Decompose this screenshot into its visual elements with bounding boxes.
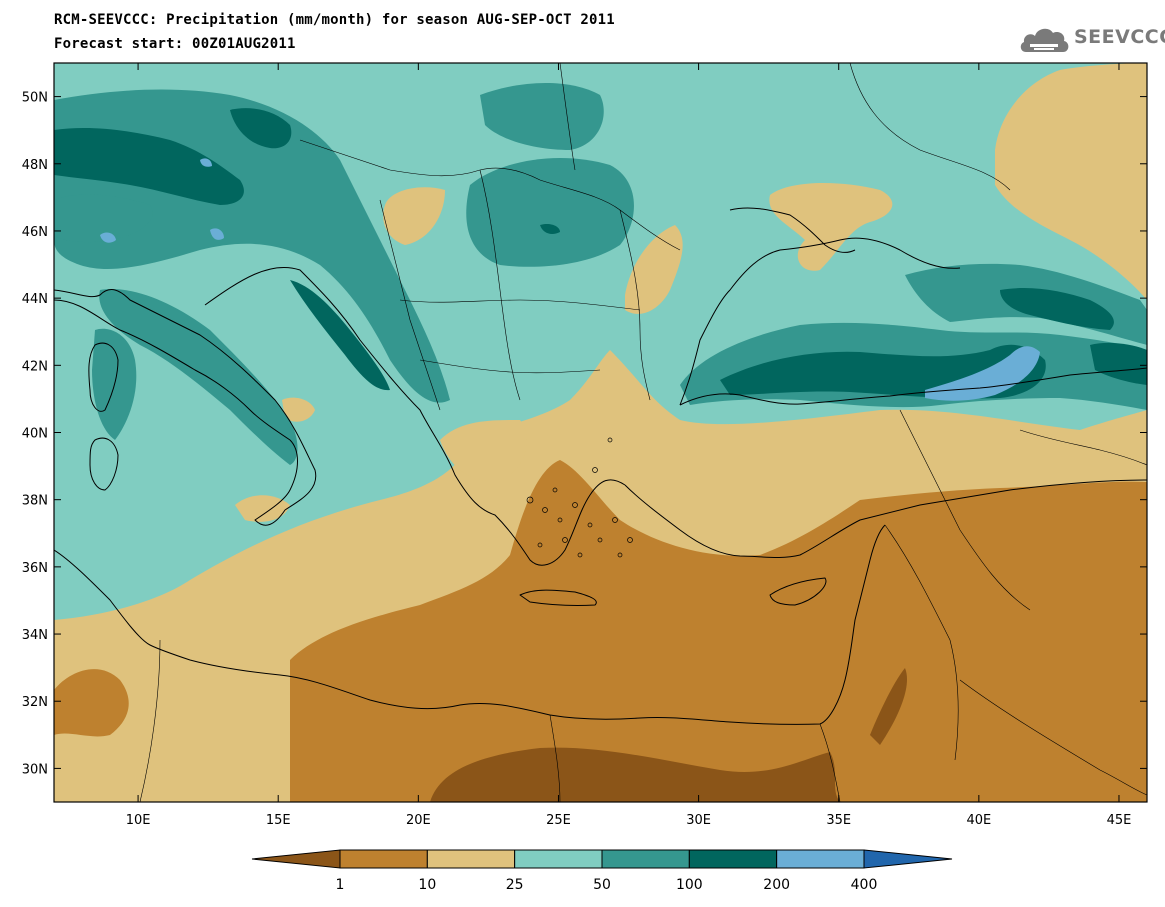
- band-50-100-carpathian: [466, 157, 634, 267]
- colorbar-label: 25: [506, 877, 524, 893]
- map-title: RCM-SEEVCCC: Precipitation (mm/month) fo…: [54, 12, 615, 28]
- colorbar-label: 1: [336, 877, 345, 893]
- colorbar-segment: [426, 849, 516, 869]
- islands: [526, 437, 633, 558]
- seevccc-logo: SEEVCCC: [1018, 22, 1165, 56]
- lon-tick-label: 15E: [266, 813, 291, 828]
- forecast-start: Forecast start: 00Z01AUG2011: [54, 36, 296, 52]
- lat-tick-label: 46N: [22, 225, 48, 240]
- latitude-axis: 50N 48N 46N 44N 42N 40N 38N 36N 34N 32N 30N: [22, 91, 1147, 777]
- lon-tick-label: 40E: [966, 813, 991, 828]
- band-1-10: [290, 460, 1147, 802]
- band-50-100-france: [54, 194, 153, 243]
- core-200-400-alps-a: [100, 232, 116, 243]
- colorbar-segment-high: [863, 849, 953, 869]
- colorbar-segment: [514, 849, 603, 869]
- cloud-logo-icon: [1020, 28, 1069, 52]
- band-50-100-poland: [480, 82, 604, 150]
- colorbar: 1 10 25 50 100 200 400: [251, 849, 953, 893]
- core-200-400-alps-b: [210, 228, 224, 240]
- colorbar-segment: [776, 849, 865, 869]
- logo-text: SEEVCCC: [1074, 26, 1165, 48]
- patch-10-25-pannonia: [383, 187, 445, 245]
- colorbar-segment: [601, 849, 690, 869]
- colorbar-label: 10: [418, 877, 436, 893]
- lat-tick-label: 38N: [22, 494, 48, 509]
- colorbar-segment-low: [251, 849, 341, 869]
- core-100-200-alps: [54, 128, 244, 205]
- core-200-400-georgia: [925, 346, 1040, 401]
- core-100-200-dinaric: [290, 280, 390, 391]
- lat-tick-label: 42N: [22, 359, 48, 374]
- lat-tick-label: 32N: [22, 695, 48, 710]
- lon-tick-label: 35E: [826, 813, 851, 828]
- lat-tick-label: 30N: [22, 762, 48, 777]
- lat-tick-label: 34N: [22, 628, 48, 643]
- lon-tick-label: 10E: [126, 813, 151, 828]
- band-50-100-italy: [99, 289, 298, 465]
- core-200-400-alps-c: [200, 158, 212, 167]
- colorbar-label: 50: [593, 877, 611, 893]
- lat-tick-label: 50N: [22, 91, 48, 106]
- lat-tick-label: 36N: [22, 561, 48, 576]
- band-below-1-arabia: [870, 668, 908, 745]
- core-100-200-georgia: [1090, 342, 1147, 385]
- colorbar-segment: [688, 849, 778, 869]
- patch-10-25-adriatic: [282, 397, 315, 422]
- patch-10-25-caspian: [995, 63, 1147, 300]
- lon-tick-label: 20E: [406, 813, 431, 828]
- colorbar-label: 100: [676, 877, 703, 893]
- lat-tick-label: 48N: [22, 158, 48, 173]
- lon-tick-label: 25E: [546, 813, 571, 828]
- patch-10-25-balkan: [440, 420, 528, 481]
- patch-10-25-sicily: [235, 495, 290, 522]
- colorbar-segment: [339, 849, 428, 869]
- lat-tick-label: 44N: [22, 292, 48, 307]
- precipitation-field: [54, 63, 1147, 802]
- coastlines: [54, 207, 1147, 725]
- band-below-1-south: [430, 747, 840, 802]
- lon-tick-label: 45E: [1107, 813, 1132, 828]
- country-borders: [139, 63, 1147, 802]
- colorbar-label: 200: [763, 877, 790, 893]
- patch-10-25-ukraine-w: [625, 225, 683, 314]
- band-1-10-west: [54, 669, 129, 737]
- longitude-axis: 10E 15E 20E 25E 30E 35E 40E 45E: [126, 63, 1132, 828]
- patch-10-25-crimea: [769, 183, 893, 271]
- core-100-200-tatra: [540, 223, 560, 234]
- lat-tick-label: 40N: [22, 427, 48, 442]
- core-100-200-alps-e: [230, 108, 292, 149]
- colorbar-label: 400: [851, 877, 878, 893]
- core-100-200-caucasus-n: [1000, 288, 1114, 330]
- lon-tick-label: 30E: [686, 813, 711, 828]
